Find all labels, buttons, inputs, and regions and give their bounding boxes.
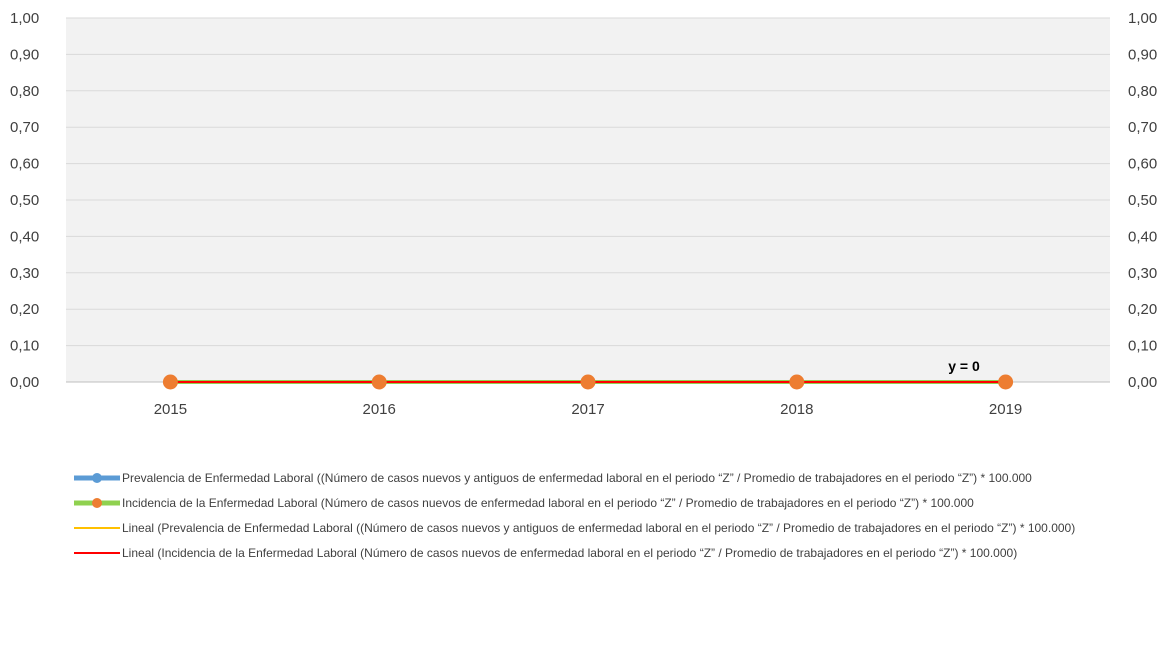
legend-item: Lineal (Prevalencia de Enfermedad Labora… bbox=[72, 520, 1122, 536]
x-tick-label: 2016 bbox=[363, 401, 396, 418]
y-tick-label-right: 1,00 bbox=[1128, 10, 1157, 27]
y-tick-label-right: 0,50 bbox=[1128, 192, 1157, 209]
y-tick-label-right: 0,60 bbox=[1128, 156, 1157, 173]
y-tick-label-right: 0,90 bbox=[1128, 46, 1157, 63]
y-tick-label-left: 0,40 bbox=[10, 228, 39, 245]
y-tick-label-left: 1,00 bbox=[10, 10, 39, 27]
series-2-marker bbox=[789, 374, 805, 390]
legend-swatch-marker bbox=[92, 498, 102, 508]
x-tick-label: 2019 bbox=[989, 401, 1022, 418]
y-tick-label-left: 0,00 bbox=[10, 374, 39, 391]
x-tick-label: 2017 bbox=[571, 401, 604, 418]
y-tick-label-right: 0,80 bbox=[1128, 83, 1157, 100]
y-tick-label-right: 0,00 bbox=[1128, 374, 1157, 391]
legend-swatch bbox=[74, 552, 120, 554]
trendline-equation: y = 0 bbox=[948, 358, 980, 374]
gridlines bbox=[66, 17, 1110, 383]
y-axis-left: 0,00 0,10 0,20 0,30 0,40 0,50 0,60 0,70 0,80 0,90… bbox=[10, 10, 39, 391]
series-2-marker bbox=[580, 374, 596, 390]
y-tick-label-left: 0,90 bbox=[10, 46, 39, 63]
x-tick-label: 2015 bbox=[154, 401, 187, 418]
legend-label: Incidencia de la Enfermedad Laboral (Núm… bbox=[122, 496, 974, 510]
legend-swatch bbox=[74, 473, 120, 483]
legend-item: Prevalencia de Enfermedad Laboral ((Núme… bbox=[72, 470, 1122, 486]
y-tick-label-left: 0,70 bbox=[10, 119, 39, 136]
y-tick-label-left: 0,20 bbox=[10, 301, 39, 318]
legend-item: Lineal (Incidencia de la Enfermedad Labo… bbox=[72, 545, 1122, 561]
legend-item: Incidencia de la Enfermedad Laboral (Núm… bbox=[72, 495, 1122, 511]
legend-swatch bbox=[74, 498, 120, 508]
y-tick-label-right: 0,10 bbox=[1128, 338, 1157, 355]
series-2-marker bbox=[162, 374, 178, 390]
legend-label: Lineal (Prevalencia de Enfermedad Labora… bbox=[122, 521, 1076, 535]
y-tick-label-right: 0,20 bbox=[1128, 301, 1157, 318]
y-tick-label-right: 0,30 bbox=[1128, 265, 1157, 282]
x-tick-label: 2018 bbox=[780, 401, 813, 418]
legend-swatch-marker bbox=[92, 473, 102, 483]
line-chart: 0,00 0,10 0,20 0,30 0,40 0,50 0,60 0,70 0,80 0,90… bbox=[10, 10, 1157, 418]
y-axis-right: 0,00 0,10 0,20 0,30 0,40 0,50 0,60 0,70 0,80 0,90… bbox=[1128, 10, 1157, 391]
series-group bbox=[162, 374, 1014, 390]
series-2-marker bbox=[998, 374, 1014, 390]
y-tick-label-left: 0,50 bbox=[10, 192, 39, 209]
legend: Prevalencia de Enfermedad Laboral ((Núme… bbox=[72, 470, 1122, 570]
y-tick-label-right: 0,40 bbox=[1128, 228, 1157, 245]
y-tick-label-left: 0,10 bbox=[10, 338, 39, 355]
legend-label: Prevalencia de Enfermedad Laboral ((Núme… bbox=[122, 471, 1032, 485]
legend-swatch bbox=[74, 527, 120, 529]
series-2-marker bbox=[371, 374, 387, 390]
y-tick-label-left: 0,30 bbox=[10, 265, 39, 282]
y-tick-label-left: 0,60 bbox=[10, 156, 39, 173]
y-tick-label-left: 0,80 bbox=[10, 83, 39, 100]
x-axis: 2015 2016 2017 2018 2019 bbox=[154, 401, 1023, 418]
legend-label: Lineal (Incidencia de la Enfermedad Labo… bbox=[122, 546, 1018, 560]
y-tick-label-right: 0,70 bbox=[1128, 119, 1157, 136]
